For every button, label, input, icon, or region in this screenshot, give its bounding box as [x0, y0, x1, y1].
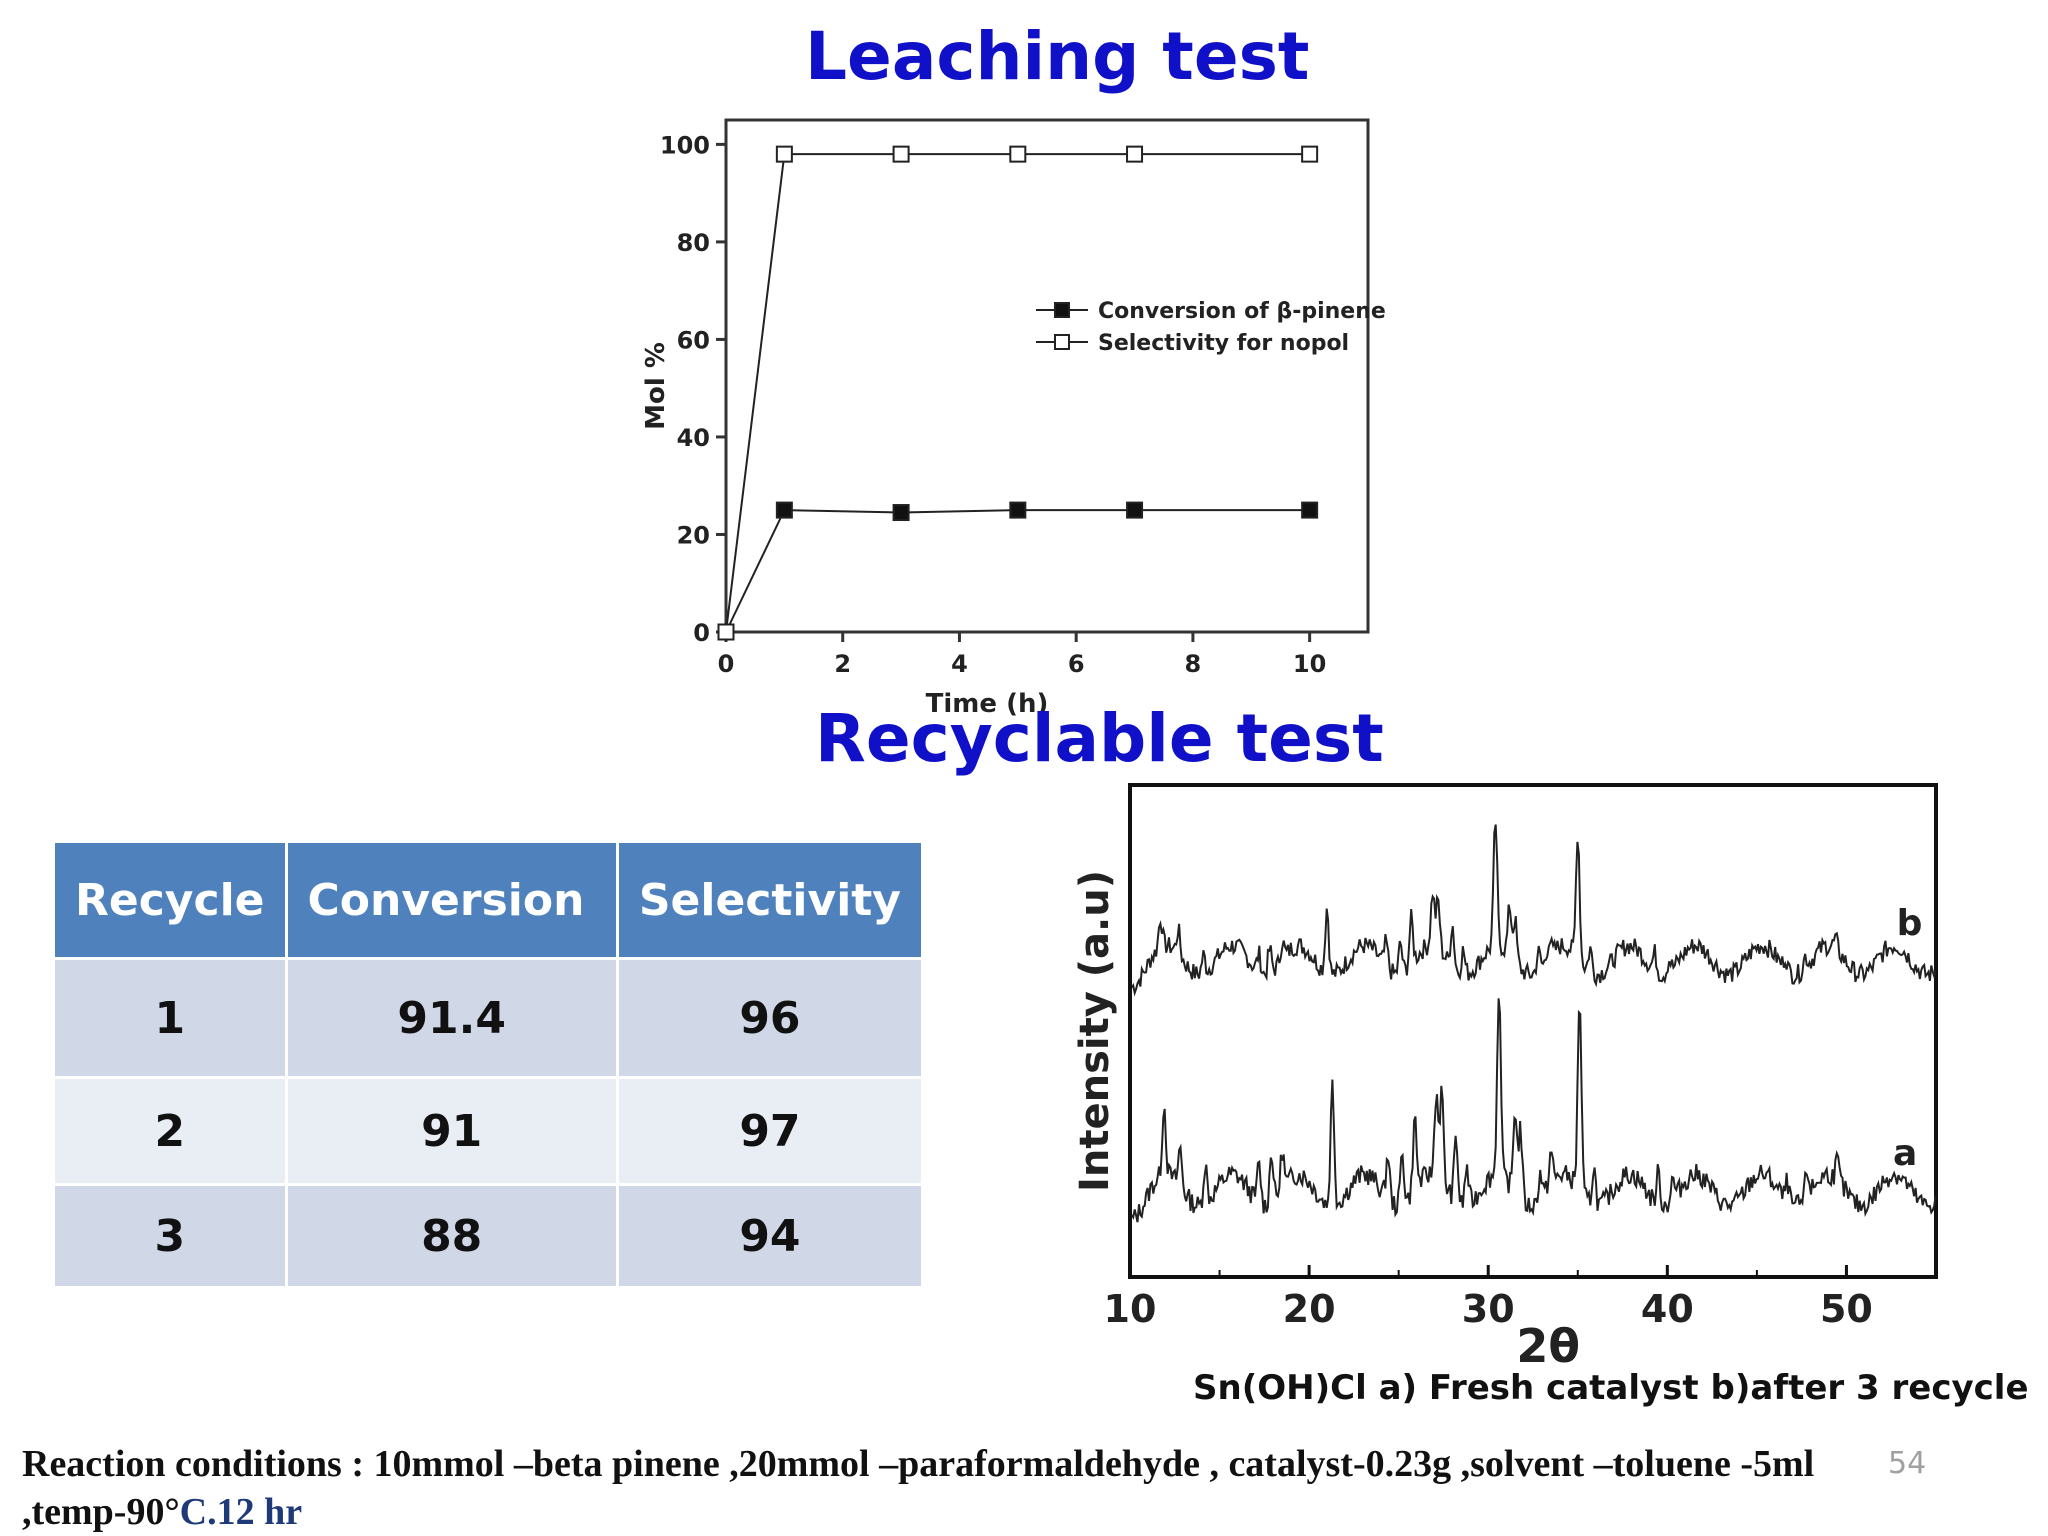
- table-cell: 3: [52, 1183, 288, 1289]
- y-axis-label: Intensity (a.u): [1072, 870, 1118, 1192]
- y-tick-label: 60: [677, 326, 710, 354]
- x-tick-label: 10: [1104, 1287, 1157, 1331]
- leaching-test-title: Leaching test: [805, 18, 1310, 95]
- table-row: 1 91.4 96: [52, 957, 925, 1079]
- x-tick-label: 50: [1820, 1287, 1873, 1331]
- y-tick-label: 40: [677, 424, 710, 452]
- x-tick-label: 2: [834, 650, 851, 678]
- legend-marker: [1054, 334, 1070, 350]
- header-selectivity: Selectivity: [615, 840, 925, 960]
- data-point: [775, 501, 793, 519]
- data-point: [1009, 145, 1027, 163]
- table-cell: 97: [615, 1076, 925, 1186]
- x-tick-label: 4: [951, 650, 968, 678]
- data-point: [892, 145, 910, 163]
- pattern-label-b: b: [1897, 903, 1923, 944]
- data-point: [1126, 145, 1144, 163]
- x-axis-label: 2θ: [1516, 1319, 1580, 1373]
- data-point: [1009, 501, 1027, 519]
- y-axis-label: Mol %: [641, 342, 671, 430]
- recyclable-test-title: Recyclable test: [815, 700, 1384, 777]
- table-cell: 94: [615, 1183, 925, 1289]
- data-point: [1301, 501, 1319, 519]
- page-number: 54: [1888, 1446, 1927, 1481]
- pattern-b-line: [1130, 824, 1937, 997]
- series-line: [725, 153, 1310, 633]
- plot-frame: [724, 118, 1370, 634]
- legend-label: Selectivity for nopol: [1098, 331, 1349, 356]
- leaching-chart: 0 20 40 60 80 100 0 2 4 6 8 10 Time (h) Mol % Conversi…: [641, 118, 1386, 719]
- y-tick-label: 0: [693, 619, 710, 647]
- x-tick-label: 30: [1462, 1287, 1515, 1331]
- table-cell: 88: [284, 1183, 619, 1289]
- xrd-caption: Sn(OH)Cl a) Fresh catalyst b)after 3 rec…: [1193, 1368, 2029, 1408]
- header-conversion: Conversion: [284, 840, 619, 960]
- table-cell: 91: [284, 1076, 619, 1186]
- x-axis-label: Time (h): [926, 689, 1049, 719]
- x-tick-label: 10: [1293, 650, 1326, 678]
- reaction-conditions-tail: C.12 hr: [179, 1491, 303, 1533]
- y-tick-label: 80: [677, 229, 710, 257]
- x-tick-label: 6: [1068, 650, 1085, 678]
- x-tick-label: 8: [1185, 650, 1202, 678]
- table-header-row: Recycle Conversion Selectivity: [52, 840, 925, 960]
- series-line: [725, 509, 1310, 633]
- plot-frame: [1128, 783, 1938, 1279]
- x-tick-label: 40: [1641, 1287, 1694, 1331]
- reaction-conditions-main: Reaction conditions : 10mmol –beta pinen…: [22, 1443, 1815, 1533]
- table-cell: 96: [615, 957, 925, 1079]
- data-point: [1126, 501, 1144, 519]
- table-cell: 91.4: [284, 957, 619, 1079]
- x-tick-label: 0: [718, 650, 735, 678]
- x-tick-label: 20: [1283, 1287, 1336, 1331]
- xrd-chart: 10 20 30 40 50 2θ Intensity (a.u) b a: [1072, 783, 1938, 1373]
- recycle-table: Recycle Conversion Selectivity 1 91.4 96…: [52, 840, 925, 1289]
- legend-label: Conversion of β-pinene: [1098, 299, 1386, 324]
- y-tick-label: 100: [660, 131, 710, 159]
- table-cell: 2: [52, 1076, 288, 1186]
- reaction-conditions: Reaction conditions : 10mmol –beta pinen…: [22, 1440, 1902, 1536]
- y-tick-label: 20: [677, 521, 710, 549]
- data-point: [1301, 145, 1319, 163]
- pattern-label-a: a: [1893, 1133, 1917, 1174]
- table-cell: 1: [52, 957, 288, 1079]
- data-point: [717, 623, 735, 641]
- header-recycle: Recycle: [52, 840, 288, 960]
- data-point: [775, 145, 793, 163]
- pattern-a-line: [1130, 998, 1937, 1223]
- table-row: 2 91 97: [52, 1076, 925, 1186]
- table-row: 3 88 94: [52, 1183, 925, 1289]
- legend-marker: [1054, 302, 1070, 318]
- data-point: [892, 504, 910, 522]
